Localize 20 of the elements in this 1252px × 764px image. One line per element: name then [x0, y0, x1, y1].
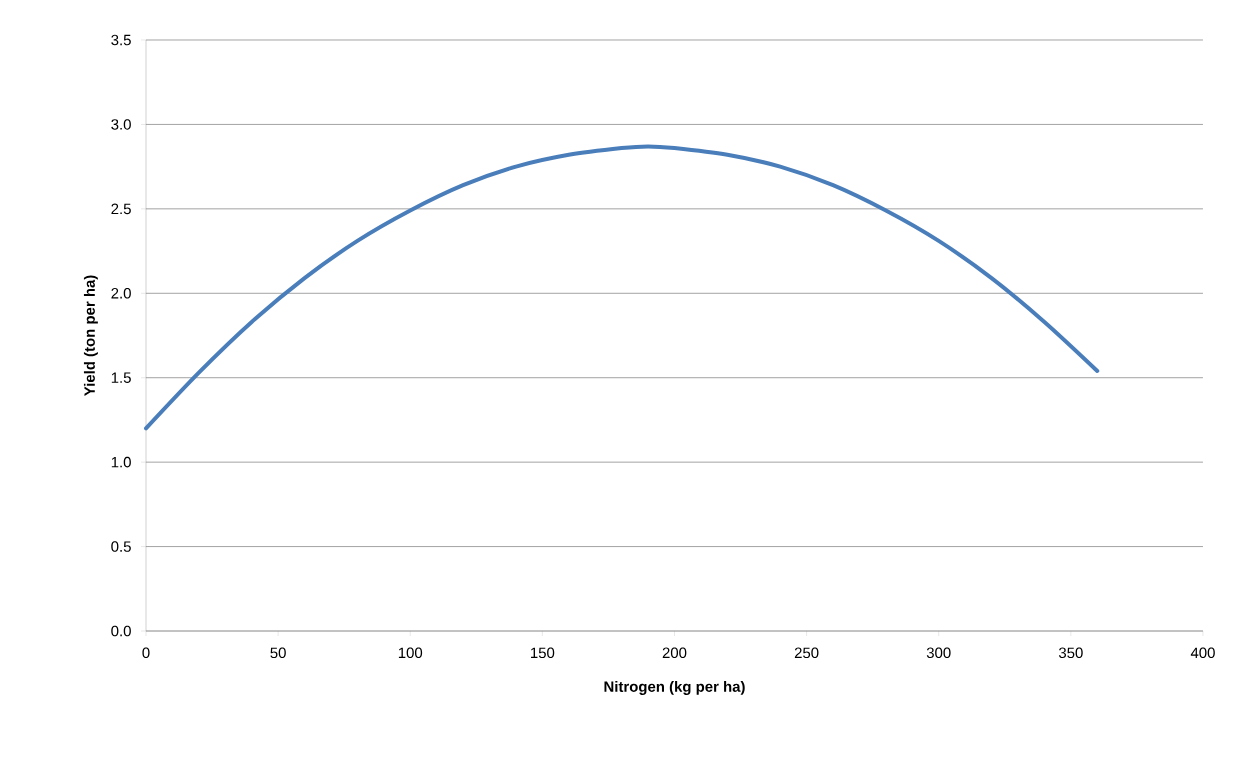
y-tick-label: 3.5 — [111, 34, 131, 46]
y-tick-label: 1.5 — [111, 372, 131, 383]
y-tick-label: 1.0 — [111, 456, 131, 468]
x-tick-label: 100 — [398, 647, 423, 659]
y-axis-title: Yield (ton per ha) — [83, 275, 98, 396]
line-series — [144, 144, 1100, 431]
x-tick-label: 200 — [662, 647, 687, 659]
x-tick-label: 50 — [270, 647, 286, 659]
x-tick-label: 150 — [531, 647, 555, 659]
y-tick-label: 2.5 — [111, 203, 131, 215]
y-tick-label: 0.5 — [111, 541, 131, 552]
x-tick-label: 300 — [926, 647, 951, 659]
y-tick-label: 2.0 — [111, 287, 131, 299]
x-tick-label: 400 — [1190, 647, 1215, 659]
x-tick-label: 350 — [1058, 647, 1083, 659]
y-tick-label: 3.0 — [111, 119, 131, 130]
y-tick-label: 0.0 — [111, 625, 131, 637]
x-tick-label: 0 — [142, 647, 150, 659]
x-tick-label: 250 — [794, 647, 819, 659]
x-axis-title: Nitrogen (kg per ha) — [604, 680, 745, 695]
